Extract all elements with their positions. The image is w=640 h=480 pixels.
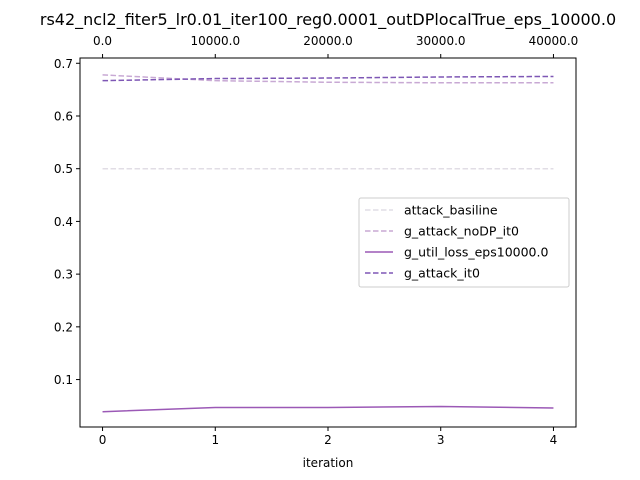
y-tick-label: 0.2 [54,320,73,334]
x-tick-label: 4 [550,433,558,447]
legend-label: g_attack_noDP_it0 [404,224,519,239]
y-tick-label: 0.7 [54,57,73,71]
series-line-g_util_loss_eps10000.0 [102,405,554,413]
legend-label: g_util_loss_eps10000.0 [404,245,548,260]
legend: attack_basiline g_attack_noDP_it0 g_util_l… [358,197,570,288]
x-axis-label: iteration [303,456,354,470]
top-x-tick-label: 10000.0 [190,34,240,48]
legend-label: attack_basiline [404,203,498,218]
chart-title: rs42_ncl2_fiter5_lr0.01_iter100_reg0.000… [40,10,616,30]
y-tick-label: 0.6 [54,109,73,123]
y-tick-label: 0.3 [54,268,73,282]
legend-box [358,197,570,288]
top-x-tick-label: 20000.0 [303,34,353,48]
x-tick-label: 1 [211,433,219,447]
top-x-tick-label: 30000.0 [416,34,466,48]
top-x-tick-label: 0.0 [93,34,112,48]
y-tick-label: 0.4 [54,215,73,229]
y-axis: 0.1 0.2 0.3 0.4 0.5 0.6 0.7 [54,57,80,387]
top-x-axis: 0.0 10000.0 20000.0 30000.0 40000.0 [93,34,578,58]
bottom-x-axis: 0 1 2 3 4 [99,427,558,447]
x-tick-label: 0 [99,433,107,447]
series-line-g_attack_it0 [102,75,554,82]
top-x-tick-label: 40000.0 [529,34,579,48]
series-layer [102,74,554,413]
legend-label: g_attack_it0 [404,266,480,281]
x-tick-label: 3 [437,433,445,447]
x-tick-label: 2 [324,433,332,447]
y-tick-label: 0.1 [54,373,73,387]
y-tick-label: 0.5 [54,162,73,176]
